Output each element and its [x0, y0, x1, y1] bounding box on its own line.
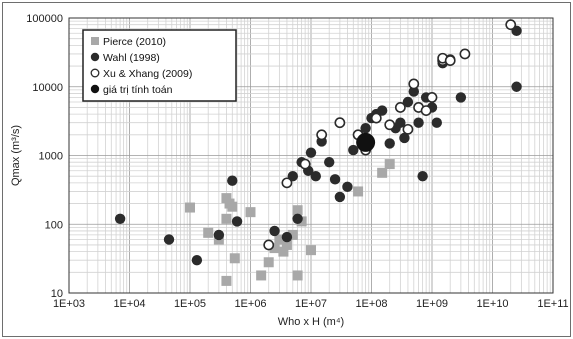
x-tick-label: 1E+08: [355, 298, 387, 310]
data-point: [221, 193, 232, 204]
data-point: [431, 117, 442, 128]
data-point: [360, 122, 371, 134]
data-point: [310, 170, 321, 182]
data-point: [408, 78, 420, 90]
data-point: [278, 246, 289, 257]
data-point: [292, 205, 303, 216]
data-point: [334, 117, 346, 129]
x-tick-label: 1E+03: [53, 298, 85, 310]
data-point: [377, 167, 388, 178]
data-point: [353, 186, 364, 197]
y-tick-labels: 10 100 1000 10000 100000: [26, 13, 63, 300]
data-point: [269, 225, 280, 237]
data-point: [399, 132, 410, 144]
data-point: [426, 91, 438, 103]
legend-label: Xu & Xhang (2009): [103, 68, 192, 80]
plot-area-border: [68, 17, 554, 294]
series-3: [263, 19, 517, 251]
y-tick-label: 100: [45, 219, 63, 231]
legend-marker: [90, 68, 100, 78]
y-tick-label: 10: [51, 288, 63, 300]
data-point: [163, 234, 175, 245]
x-tick-labels: 1E+03 1E+04 1E+05 1E+06 1E+07 1E+08 1E+09 1E+10…: [53, 298, 569, 310]
y-tick-label: 100000: [26, 13, 63, 25]
data-point: [221, 275, 232, 286]
data-point: [269, 243, 280, 254]
legend-box: [82, 29, 237, 102]
legend-marker: [90, 84, 100, 94]
data-point: [408, 86, 419, 97]
data-point: [114, 213, 126, 225]
data-point: [221, 213, 232, 224]
x-tick-label: 1E+11: [537, 298, 568, 310]
data-point: [191, 254, 203, 266]
data-point: [324, 156, 335, 168]
legend-label: giá trị tính toán: [103, 84, 173, 96]
data-point: [231, 216, 243, 227]
scatter-chart: 1E+03 1E+04 1E+05 1E+06 1E+07 1E+08 1E+09 1E+10…: [10, 13, 569, 328]
y-tick-label: 10000: [32, 82, 63, 94]
data-point: [417, 170, 428, 182]
data-point: [263, 257, 274, 268]
data-point: [299, 158, 311, 170]
data-point: [329, 174, 341, 185]
data-point: [245, 207, 256, 218]
data-point: [342, 181, 353, 193]
data-point: [444, 55, 456, 67]
data-point: [185, 202, 195, 213]
data-point: [356, 132, 376, 152]
data-point: [384, 159, 395, 170]
data-point: [306, 245, 316, 256]
data-point: [274, 234, 285, 245]
data-point: [316, 129, 328, 141]
x-tick-label: 1E+06: [234, 298, 266, 310]
data-point: [305, 147, 317, 158]
data-point: [227, 201, 238, 212]
legend-marker: [90, 52, 100, 62]
legend-label: Wahl (1998): [103, 52, 160, 64]
x-tick-label: 1E+07: [295, 298, 327, 310]
data-point: [384, 119, 396, 131]
data-point: [334, 191, 346, 203]
data-point: [376, 105, 388, 116]
legend-label: Pierce (2010): [103, 36, 166, 48]
series-4: [356, 132, 376, 152]
data-point: [413, 117, 424, 128]
data-point: [287, 229, 298, 240]
data-point: [229, 253, 240, 264]
legend-marker: [91, 37, 99, 45]
x-tick-label: 1E+09: [416, 298, 448, 310]
data-point: [395, 117, 406, 128]
data-point: [370, 112, 382, 124]
data-point: [281, 239, 292, 250]
data-point: [394, 102, 406, 113]
data-point: [459, 48, 471, 60]
data-point: [203, 227, 214, 238]
data-point: [402, 123, 414, 135]
x-tick-label: 1E+10: [476, 298, 508, 310]
data-point: [420, 105, 432, 116]
data-point: [213, 229, 225, 241]
x-tick-label: 1E+04: [113, 298, 145, 310]
legend: Pierce (2010) Wahl (1998) Xu & Xhang (2009…: [82, 29, 237, 102]
data-point: [292, 213, 303, 225]
data-point: [281, 177, 293, 189]
data-point: [455, 92, 467, 103]
data-point: [227, 175, 238, 186]
data-point: [292, 270, 303, 281]
data-point: [505, 19, 517, 31]
y-axis-label: Qmax (m³/s): [10, 125, 22, 186]
data-point: [402, 96, 414, 108]
data-point: [281, 231, 293, 243]
data-point: [256, 270, 267, 281]
data-point: [263, 239, 275, 251]
y-tick-label: 1000: [39, 151, 63, 163]
data-points: [114, 19, 522, 286]
data-point: [511, 81, 522, 92]
x-axis-label: Who x H (m⁴): [278, 316, 344, 328]
data-point: [384, 138, 395, 149]
data-point: [348, 144, 359, 156]
x-tick-label: 1E+05: [174, 298, 206, 310]
